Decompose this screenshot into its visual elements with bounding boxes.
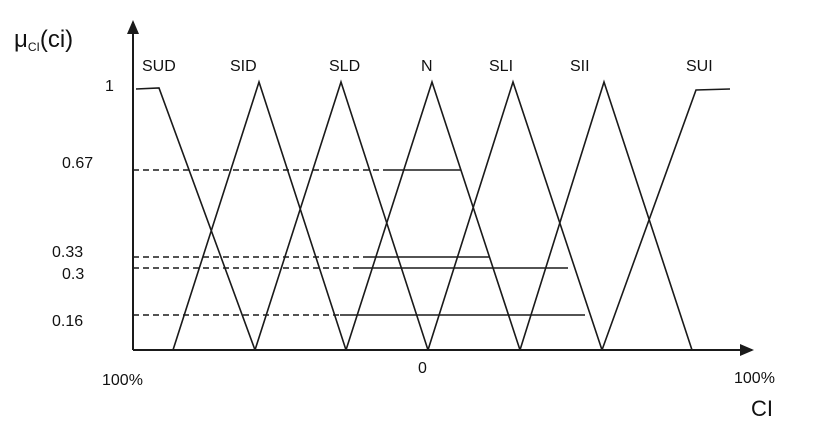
membership-n bbox=[345, 79, 521, 351]
x-left-label: 100% bbox=[102, 372, 143, 389]
x-center-label: 0 bbox=[418, 360, 427, 377]
membership-sid bbox=[172, 79, 347, 351]
set-label-sli: SLI bbox=[489, 58, 513, 75]
y-level-label-03: 0.3 bbox=[62, 266, 84, 283]
y-level-label-016: 0.16 bbox=[52, 313, 83, 330]
y-level-label-1: 1 bbox=[105, 78, 114, 95]
membership-sui bbox=[601, 88, 731, 351]
membership-sli bbox=[427, 79, 603, 351]
x-axis-label: CI bbox=[751, 396, 773, 421]
y-axis-label-sub: CI bbox=[28, 40, 40, 54]
set-label-sii: SII bbox=[570, 58, 590, 75]
membership-sud bbox=[135, 87, 256, 351]
set-label-sld: SLD bbox=[329, 58, 360, 75]
x-right-label: 100% bbox=[734, 370, 775, 387]
y-axis-label-mu: μ bbox=[14, 26, 28, 53]
membership-sii bbox=[519, 79, 693, 351]
y-level-label-067: 0.67 bbox=[62, 155, 93, 172]
y-axis-label-arg: (ci) bbox=[40, 26, 73, 53]
set-label-sui: SUI bbox=[686, 58, 713, 75]
y-level-label-033: 0.33 bbox=[52, 244, 83, 261]
membership-sld bbox=[254, 79, 429, 351]
y-axis-label: μCI(ci) bbox=[14, 26, 73, 54]
set-label-n: N bbox=[421, 58, 433, 75]
set-label-sud: SUD bbox=[142, 58, 176, 75]
set-label-sid: SID bbox=[230, 58, 257, 75]
